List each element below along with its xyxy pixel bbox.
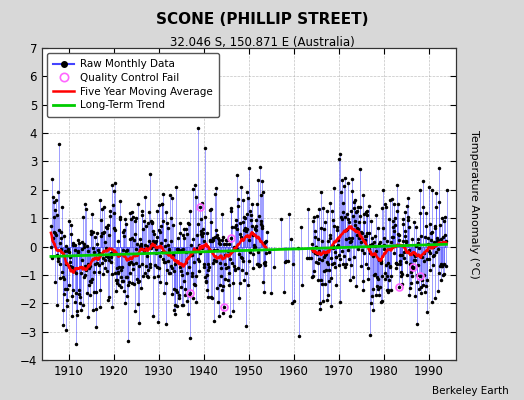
Text: Berkeley Earth: Berkeley Earth: [432, 386, 508, 396]
Y-axis label: Temperature Anomaly (°C): Temperature Anomaly (°C): [469, 130, 479, 278]
Text: 32.046 S, 150.871 E (Australia): 32.046 S, 150.871 E (Australia): [170, 36, 354, 49]
Legend: Raw Monthly Data, Quality Control Fail, Five Year Moving Average, Long-Term Tren: Raw Monthly Data, Quality Control Fail, …: [47, 53, 220, 117]
Text: SCONE (PHILLIP STREET): SCONE (PHILLIP STREET): [156, 12, 368, 27]
